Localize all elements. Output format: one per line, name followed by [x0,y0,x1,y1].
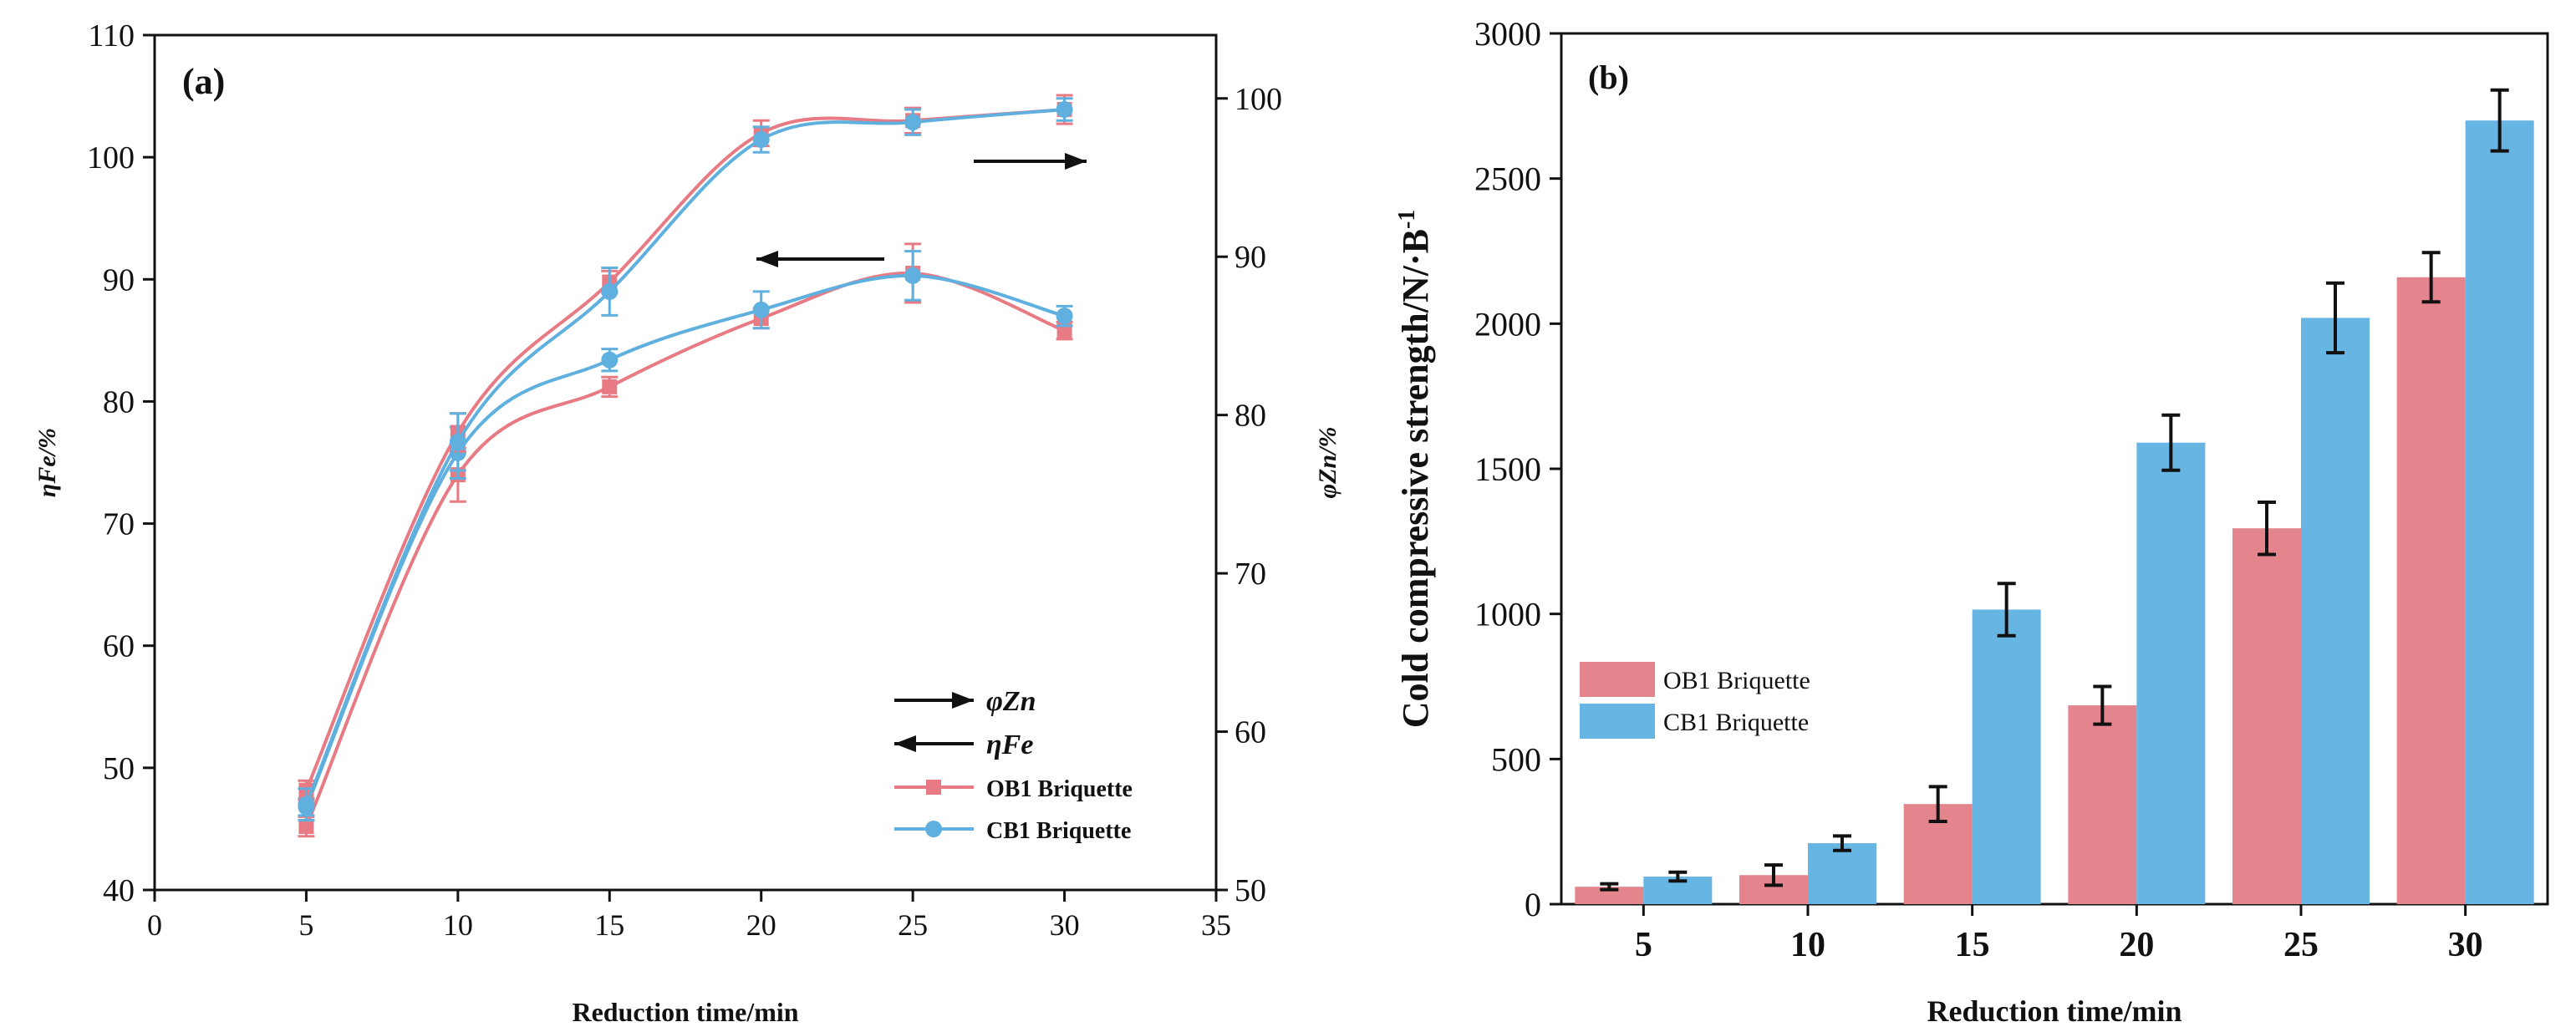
data-point-cb1 [449,433,466,450]
plot-frame-a [153,33,1218,892]
y-tick-label-left: 110 [88,18,135,53]
legend-arrow-left-head [894,735,916,752]
y-tick-label-b: 2000 [1474,305,1541,343]
y-tick-label-left: 70 [103,507,135,542]
x-tick-label-a: 10 [443,908,473,942]
y-tick-label-b: 500 [1491,740,1541,778]
legend-label-phizn: φZn [986,686,1036,717]
y-tick-label-b: 3000 [1474,15,1541,53]
y-tick-label-right: 100 [1235,82,1282,117]
x-tick-label-a: 5 [298,908,313,942]
panel-b: 0 500 1000 1500 2000 2500 3000 5 10 15 20 25 30 Reduc… [1394,15,2549,1027]
legend-swatch-ob1 [1580,662,1655,697]
y-tick-label-left: 50 [103,751,135,786]
x-axis-label-a: Reduction time/min [572,997,798,1027]
x-tick-label-a: 20 [746,908,776,942]
y-tick-label-right: 50 [1235,873,1266,908]
bar-cb1 [2465,120,2534,904]
data-point-cb1 [1056,308,1073,325]
data-point-ob1 [602,379,618,394]
legend-arrow-right-head [952,692,974,709]
y-tick-label-b: 0 [1525,886,1541,923]
y-tick-label-right: 70 [1235,557,1266,592]
x-tick-label-b: 5 [1635,926,1652,964]
legend-label-etafe: ηFe [986,730,1033,760]
x-tick-label-b: 25 [2283,926,2319,964]
bar-cb1 [1808,843,1876,904]
x-tick-label-a: 15 [594,908,624,942]
phizn-arrow-head [1065,153,1087,170]
x-tick-label-b: 15 [1955,926,1990,964]
y-axis-label-left: ηFe/% [33,428,61,497]
bar-ob1 [1575,887,1644,904]
data-point-cb1 [752,301,770,318]
data-point-ob1 [298,819,314,835]
x-tick-label-b: 20 [2119,926,2154,964]
y-tick-label-left: 80 [103,384,135,419]
x-axis-label-b: Reduction time/min [1927,994,2182,1027]
legend-entry-b-ob1: OB1 Briquette [1663,667,1810,694]
x-tick-label-a: 35 [1201,908,1231,942]
data-point-cb1 [601,282,619,300]
y-tick-label-left: 100 [87,140,135,175]
y-tick-label-right: 90 [1235,240,1266,275]
data-point-cb1 [1056,101,1073,119]
legend-marker-ob1 [926,780,941,795]
y-axis-label-right: φZn/% [1314,427,1341,499]
legend-swatch-cb1 [1580,704,1655,739]
y-axis-label-sup: -1 [1394,210,1420,229]
x-tick-label-a: 30 [1050,908,1080,942]
legend-marker-cb1 [925,821,942,837]
y-tick-label-left: 40 [103,873,135,908]
data-point-cb1 [601,351,619,369]
x-tick-label-b: 30 [2448,926,2483,964]
x-tick-label-b: 10 [1790,926,1825,964]
data-point-cb1 [298,796,315,813]
x-tick-label-a: 0 [147,908,162,942]
series-line-ob1 [304,108,1065,791]
bar-ob1 [2068,705,2137,904]
data-point-cb1 [752,131,770,149]
panel-a: 0 5 10 15 20 25 30 35 40 50 60 70 80 90 100 110 50 60 70 80… [33,18,1341,1027]
x-tick-label-a: 25 [898,908,928,942]
y-tick-label-b: 1000 [1474,596,1541,633]
y-tick-label-right: 60 [1235,715,1266,750]
bar-ob1 [2396,277,2466,904]
y-tick-label-left: 90 [103,262,135,297]
y-axis-label-b: Cold compressive strength/N/·B-1 [1394,210,1436,729]
y-tick-label-right: 80 [1235,399,1266,434]
etafe-arrow-head [756,251,778,267]
panel-label-b: (b) [1588,58,1629,96]
y-tick-label-b: 2500 [1474,160,1541,198]
data-point-cb1 [904,267,922,284]
data-point-cb1 [904,114,922,131]
bar-cb1 [1972,609,2041,904]
bar-ob1 [2232,528,2301,904]
y-tick-label-b: 1500 [1474,450,1541,488]
legend-entry-cb1: CB1 Briquette [986,818,1131,844]
legend-entry-ob1: OB1 Briquette [986,776,1133,802]
bar-cb1 [2136,442,2206,904]
legend-entry-b-cb1: CB1 Briquette [1663,709,1809,736]
panel-label-a: (a) [182,61,225,102]
y-tick-label-left: 60 [103,629,135,664]
bar-cb1 [2301,318,2370,904]
